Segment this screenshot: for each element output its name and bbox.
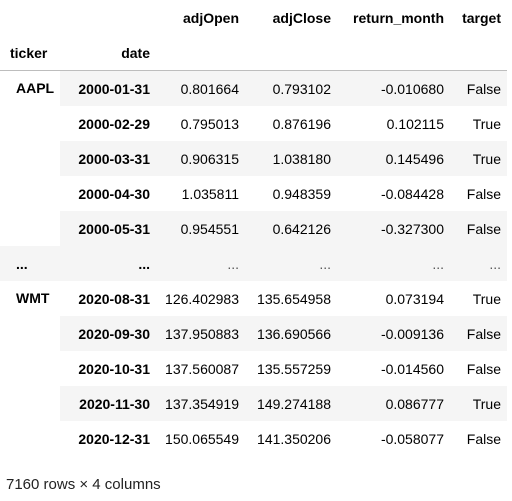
index-date-cell: 2000-05-31 (60, 211, 156, 246)
cell-return-month: 0.073194 (385, 290, 444, 307)
index-header-date: date (60, 36, 156, 71)
cell-target: False (466, 185, 501, 202)
cell-adjopen: 137.560087 (165, 360, 239, 377)
cell-adjclose: 135.654958 (257, 290, 331, 307)
table-row: WMT 2020-08-31 126.402983 135.654958 0.0… (0, 281, 507, 456)
table-row: 2020-12-31 150.065549 141.350206 -0.0580… (0, 421, 507, 456)
cell-return-month: -0.009136 (337, 316, 450, 351)
header-blank (156, 36, 245, 71)
cell-adjopen: 126.402983 (165, 290, 239, 307)
table-row: 2000-02-29 0.795013 0.876196 0.102115 Tr… (0, 106, 507, 141)
cell-adjclose: 0.876196 (272, 115, 331, 132)
cell-target: False (450, 316, 507, 351)
table-row: AAPL 2000-01-31 0.801664 0.793102 -0.010… (0, 70, 507, 246)
cell-return-month: -0.327300 (337, 211, 450, 246)
table-row: 2000-03-31 0.906315 1.038180 0.145496 Tr… (0, 141, 507, 176)
cell-return-month: -0.014560 (380, 360, 444, 377)
header-blank (450, 36, 507, 71)
cell-adjopen: 0.795013 (180, 115, 239, 132)
index-ticker-cell: AAPL (0, 70, 60, 246)
cell-target: False (450, 211, 507, 246)
header-blank (245, 36, 337, 71)
table-row: 2020-09-30 137.950883 136.690566 -0.0091… (0, 316, 507, 351)
ellipsis-row: ... ... ... ... ... ... (0, 246, 507, 281)
cell-target: True (472, 290, 501, 307)
cell-adjopen: 1.035811 (181, 185, 239, 202)
header-blank (0, 0, 60, 36)
index-ticker-cell: WMT (0, 281, 60, 456)
dataframe-output: adjOpen adjClose return_month target tic… (0, 0, 507, 456)
cell-return-month: -0.010680 (337, 70, 450, 106)
cell-adjopen: 150.065549 (165, 430, 239, 447)
cell-target: True (472, 115, 501, 132)
cell-return-month: -0.058077 (380, 430, 444, 447)
cell-adjclose: 1.038180 (245, 141, 337, 176)
table-row: 2020-10-31 137.560087 135.557259 -0.0145… (0, 351, 507, 386)
cell-adjopen: 0.954551 (156, 211, 245, 246)
ellipsis-cell: ... (245, 246, 337, 281)
cell-adjopen: 137.950883 (156, 316, 245, 351)
cell-adjopen: 0.801664 (156, 70, 245, 106)
index-date-cell: 2000-02-29 (78, 115, 150, 132)
column-header-row: adjOpen adjClose return_month target (0, 0, 507, 36)
cell-return-month: 0.102115 (386, 115, 444, 132)
index-date-cell: 2020-11-30 (60, 386, 156, 421)
cell-adjclose: 0.793102 (245, 70, 337, 106)
header-blank (60, 0, 156, 36)
index-date-cell: 2000-03-31 (60, 141, 156, 176)
column-header-return-month: return_month (353, 10, 444, 26)
cell-target: True (450, 386, 507, 421)
cell-target: False (466, 430, 501, 447)
cell-return-month: -0.084428 (380, 185, 444, 202)
cell-adjclose: 149.274188 (245, 386, 337, 421)
cell-target: True (450, 141, 507, 176)
cell-adjclose: 141.350206 (257, 430, 331, 447)
cell-adjopen: 137.354919 (156, 386, 245, 421)
cell-return-month: 0.145496 (337, 141, 450, 176)
index-date-cell: 2000-04-30 (78, 185, 150, 202)
table-row: 2000-04-30 1.035811 0.948359 -0.084428 F… (0, 176, 507, 211)
ellipsis-cell: ... (156, 246, 245, 281)
index-date-cell: 2020-12-31 (78, 430, 150, 447)
index-date-cell: 2020-09-30 (60, 316, 156, 351)
cell-target: False (450, 70, 507, 106)
index-date-cell: 2020-08-31 (78, 290, 150, 307)
cell-adjclose: 0.642126 (245, 211, 337, 246)
cell-return-month: 0.086777 (337, 386, 450, 421)
ellipsis-ticker-cell: ... (0, 246, 60, 281)
dataframe-shape-caption: 7160 rows × 4 columns (6, 476, 161, 493)
index-header-row: ticker date (0, 36, 507, 71)
index-header-ticker: ticker (0, 36, 60, 71)
cell-target: False (466, 360, 501, 377)
ellipsis-cell: ... (450, 246, 507, 281)
index-date-cell: 2020-10-31 (78, 360, 150, 377)
dataframe-table: adjOpen adjClose return_month target tic… (0, 0, 507, 456)
cell-adjclose: 0.948359 (272, 185, 331, 202)
column-header-target: target (462, 10, 501, 26)
header-blank (337, 36, 450, 71)
column-header-adjclose: adjClose (272, 10, 331, 26)
table-row: 2020-11-30 137.354919 149.274188 0.08677… (0, 386, 507, 421)
index-date-cell: 2000-01-31 (60, 70, 156, 106)
cell-adjopen: 0.906315 (156, 141, 245, 176)
column-header-adjopen: adjOpen (182, 10, 239, 26)
cell-adjclose: 136.690566 (245, 316, 337, 351)
ellipsis-cell: ... (337, 246, 450, 281)
table-row: 2000-05-31 0.954551 0.642126 -0.327300 F… (0, 211, 507, 246)
cell-adjclose: 135.557259 (257, 360, 331, 377)
ellipsis-date-cell: ... (60, 246, 156, 281)
